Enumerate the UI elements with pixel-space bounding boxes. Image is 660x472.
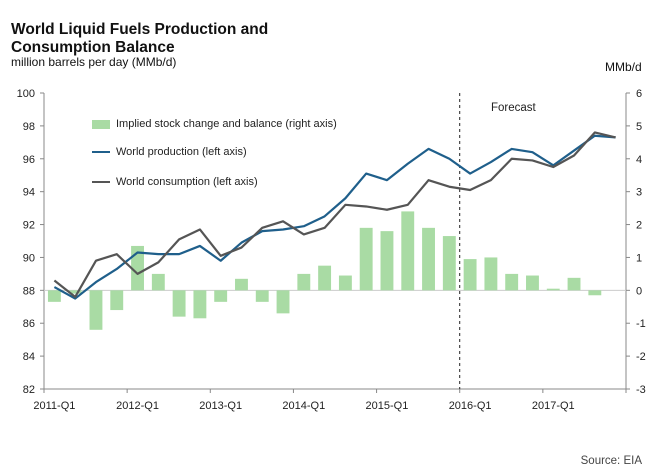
legend-swatch-production — [92, 151, 110, 153]
stock-bar — [68, 290, 82, 294]
source-note: Source: EIA — [580, 455, 642, 467]
left-tick-label: 90 — [23, 252, 35, 264]
stock-bar — [47, 290, 61, 302]
x-tick-label: 2016-Q1 — [449, 400, 492, 412]
stock-bar — [318, 265, 332, 291]
legend-swatch-stock — [92, 119, 110, 129]
stock-bar — [484, 257, 498, 291]
stock-bar — [131, 245, 144, 291]
right-tick-label: -3 — [636, 384, 646, 396]
left-tick-label: 92 — [23, 220, 35, 232]
legend-label-stock: Implied stock change and balance (right … — [116, 118, 337, 130]
stock-bar — [214, 290, 228, 302]
forecast-label: Forecast — [491, 102, 536, 114]
x-tick-label: 2017-Q1 — [532, 400, 575, 412]
stock-bar — [172, 290, 186, 317]
right-tick-label: 2 — [636, 220, 642, 232]
right-tick-label: 3 — [636, 187, 642, 199]
stock-bar — [401, 211, 415, 291]
left-tick-label: 84 — [23, 351, 35, 363]
legend-swatch-consumption — [92, 181, 110, 183]
right-axis-unit: MMb/d — [605, 60, 642, 74]
right-tick-label: 5 — [636, 121, 642, 133]
x-tick-label: 2011-Q1 — [33, 400, 75, 412]
stock-bar — [193, 290, 207, 319]
x-tick-label: 2012-Q1 — [116, 400, 159, 412]
stock-bar — [276, 290, 290, 314]
stock-bar — [151, 273, 165, 291]
stock-bar — [588, 290, 602, 296]
stock-bar — [235, 278, 248, 291]
stock-bar — [505, 273, 519, 291]
legend-label-consumption: World consumption (left axis) — [116, 176, 258, 188]
right-tick-label: 4 — [636, 154, 642, 166]
left-tick-label: 86 — [23, 318, 35, 330]
stock-bar — [110, 290, 124, 311]
right-tick-label: 6 — [636, 88, 642, 100]
stock-bar — [89, 290, 103, 330]
left-tick-label: 96 — [23, 154, 35, 166]
left-tick-label: 88 — [23, 285, 35, 297]
legend-item-stock: Implied stock change and balance (right … — [92, 118, 337, 130]
left-tick-label: 82 — [23, 384, 35, 396]
left-tick-label: 100 — [17, 88, 35, 100]
legend-item-production: World production (left axis) — [92, 146, 247, 158]
stock-bar — [526, 275, 539, 291]
stock-bar — [359, 227, 373, 291]
stock-bar — [338, 275, 352, 291]
stock-bar — [255, 290, 269, 302]
right-tick-label: 1 — [636, 252, 642, 264]
stock-bar — [380, 231, 394, 291]
right-tick-label: -2 — [636, 351, 646, 363]
x-tick-label: 2014-Q1 — [282, 400, 325, 412]
legend-item-consumption: World consumption (left axis) — [92, 176, 258, 188]
left-tick-label: 94 — [23, 187, 35, 199]
stock-bar — [567, 277, 581, 291]
stock-bar — [463, 259, 477, 291]
x-tick-label: 2013-Q1 — [199, 400, 242, 412]
chart-subtitle: million barrels per day (MMb/d) — [11, 55, 177, 69]
chart-title: World Liquid Fuels Production and Consum… — [11, 21, 269, 56]
legend-label-production: World production (left axis) — [116, 146, 247, 158]
left-tick-label: 98 — [23, 121, 35, 133]
stock-bar — [297, 273, 311, 291]
production-line — [53, 134, 616, 300]
consumption-line — [53, 131, 616, 299]
stock-bar — [442, 236, 456, 291]
right-tick-label: 0 — [636, 285, 642, 297]
stock-bar — [422, 227, 435, 291]
stock-bar — [546, 288, 560, 291]
x-tick-label: 2015-Q1 — [366, 400, 409, 412]
right-tick-label: -1 — [636, 318, 646, 330]
